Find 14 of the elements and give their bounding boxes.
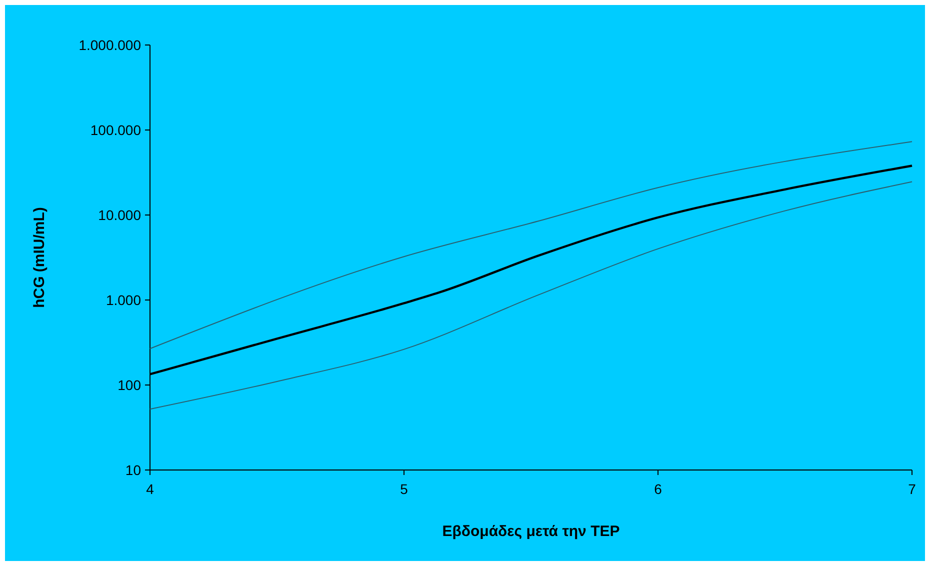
x-tick-label: 4 — [146, 481, 154, 497]
y-tick-label: 100 — [118, 376, 142, 393]
y-tick-label: 10 — [125, 462, 142, 478]
y-tick-label: 10.000 — [98, 206, 142, 223]
x-tick-label: 7 — [908, 481, 916, 497]
x-axis-title: Εβδομάδες μετά την ΤΕΡ — [442, 523, 620, 540]
line-series — [150, 181, 912, 410]
x-tick-label: 6 — [654, 481, 662, 497]
y-axis-title: hCG (mIU/mL) — [31, 207, 48, 308]
x-tick-label: 5 — [400, 481, 408, 497]
y-tick-label: 1.000 — [106, 292, 142, 308]
line-series — [150, 141, 912, 350]
y-tick-label: 100.000 — [90, 122, 142, 138]
y-tick-label: 1.000.000 — [78, 36, 142, 53]
